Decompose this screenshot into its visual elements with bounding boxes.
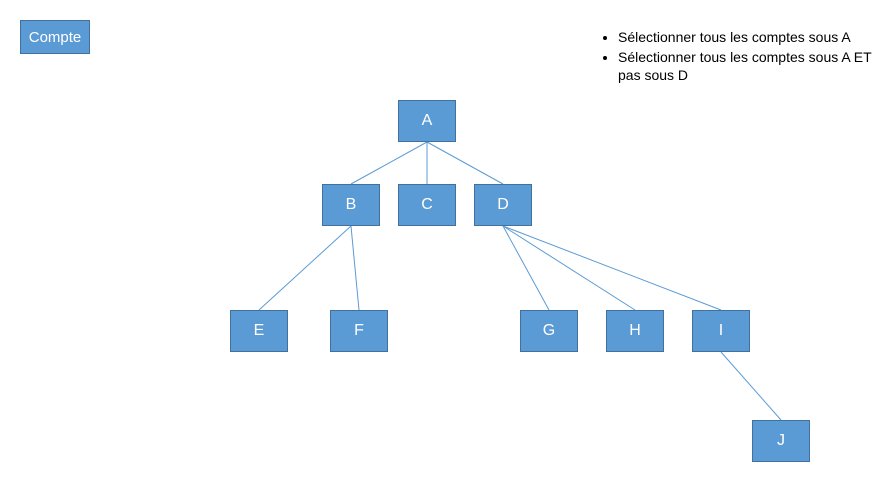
tree-node-a: A [398, 100, 456, 142]
instruction-item: Sélectionner tous les comptes sous A [618, 28, 886, 46]
tree-node-label: E [254, 322, 265, 340]
tree-node-label: F [354, 322, 364, 340]
tree-node-label: C [421, 196, 433, 214]
tree-node-i: I [692, 310, 750, 352]
instruction-ul: Sélectionner tous les comptes sous A Séle… [598, 28, 886, 85]
tree-node-label: B [346, 196, 357, 214]
instruction-list: Sélectionner tous les comptes sous A Séle… [598, 28, 886, 87]
tree-node-label: I [719, 322, 723, 340]
legend-box: Compte [20, 20, 90, 54]
tree-node-label: H [629, 322, 641, 340]
tree-node-g: G [520, 310, 578, 352]
tree-edge [721, 352, 781, 420]
tree-node-label: G [543, 322, 555, 340]
tree-edge [351, 142, 427, 184]
tree-node-h: H [606, 310, 664, 352]
tree-edge [427, 142, 503, 184]
tree-node-c: C [398, 184, 456, 226]
tree-edge [503, 226, 549, 310]
tree-node-label: A [422, 112, 433, 130]
tree-node-label: D [497, 196, 509, 214]
tree-edge [351, 226, 359, 310]
tree-node-f: F [330, 310, 388, 352]
tree-edge [503, 226, 635, 310]
tree-node-b: B [322, 184, 380, 226]
tree-edge [503, 226, 721, 310]
tree-node-label: J [777, 432, 785, 450]
tree-node-e: E [230, 310, 288, 352]
tree-node-d: D [474, 184, 532, 226]
legend-label: Compte [29, 29, 82, 46]
tree-node-j: J [752, 420, 810, 462]
tree-edge [259, 226, 351, 310]
instruction-item: Sélectionner tous les comptes sous A ET … [618, 48, 886, 84]
